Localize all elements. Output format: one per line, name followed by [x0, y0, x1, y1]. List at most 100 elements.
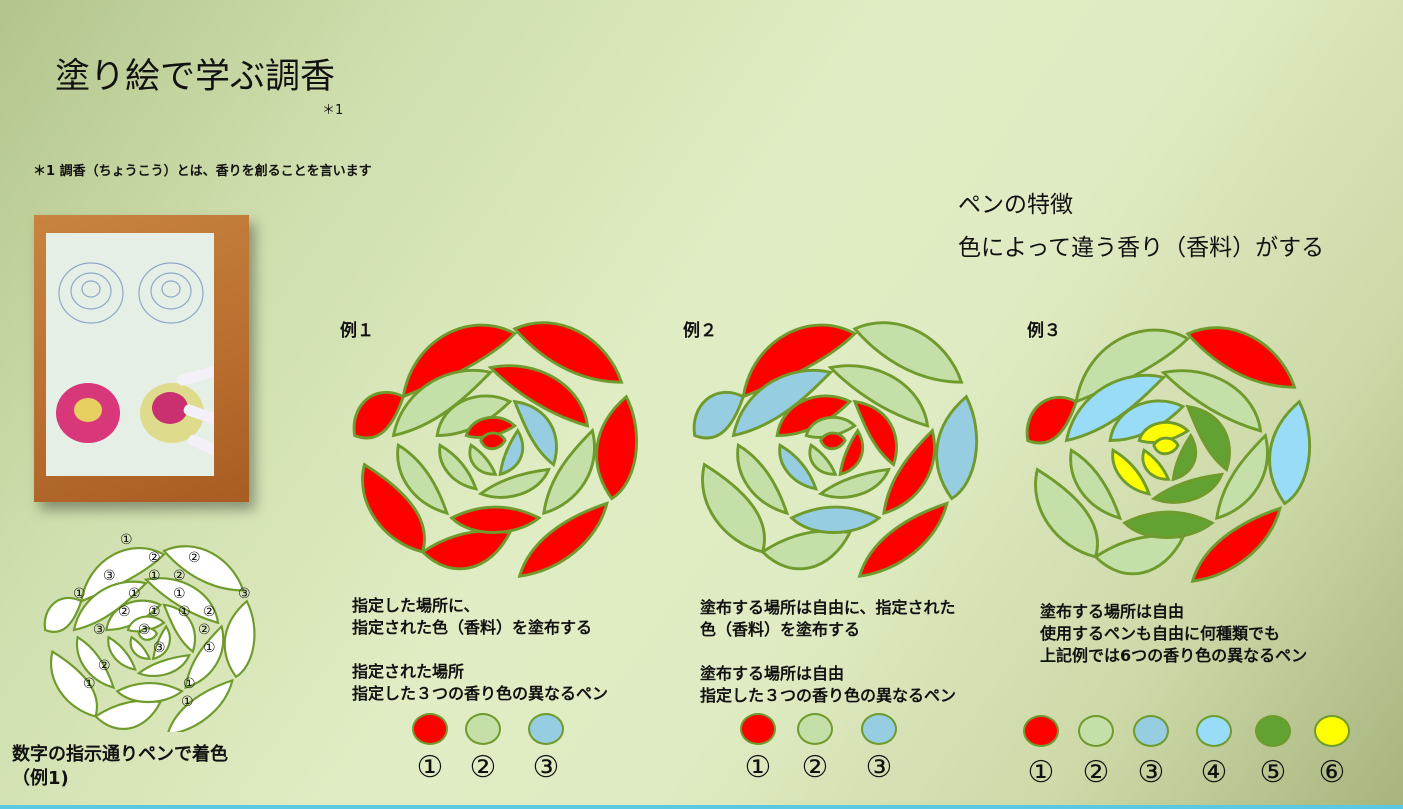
- petal-number-label: ③: [138, 622, 151, 638]
- petal-number-label: ①: [203, 640, 216, 656]
- footnote: ＊1 調香（ちょうこう）とは、香りを創ることを言います: [33, 164, 372, 179]
- features-text: 色によって違う香り（香料）がする: [958, 235, 1325, 261]
- rose-petal: [701, 462, 766, 554]
- rose-petal: [852, 399, 898, 467]
- rose-petal: [391, 368, 494, 438]
- rose-petal: [1069, 447, 1123, 521]
- rose-petal: [43, 596, 83, 633]
- title-footnote-marker: ＊1: [322, 103, 344, 118]
- pen-color-swatch: [412, 713, 448, 745]
- rose-petal: [731, 368, 834, 438]
- example-1-label: 例１: [340, 321, 374, 341]
- rose-petal: [184, 624, 225, 690]
- rose-petal: [1093, 534, 1186, 576]
- pen-color-swatch: [797, 713, 833, 745]
- rose-petal: [1215, 432, 1269, 521]
- rose-petal: [75, 635, 116, 690]
- petal-number-label: ③: [153, 640, 166, 656]
- rose-petal: [1108, 399, 1186, 442]
- rose-petal: [420, 529, 513, 571]
- rose-petal: [352, 390, 405, 440]
- pen-color-swatch: [1255, 715, 1291, 747]
- numbered-rose-caption: 数字の指示通りペンで着色 （例1): [12, 744, 228, 789]
- rose-petal: [1064, 373, 1167, 443]
- petal-number-label: ②: [98, 658, 111, 674]
- petal-number-label: ①: [148, 568, 161, 584]
- petal-number-label: ③: [93, 622, 106, 638]
- rose-petal: [449, 505, 542, 534]
- rose-petal: [542, 427, 596, 516]
- petal-number-label: ③: [238, 586, 251, 602]
- features-heading: ペンの特徴: [958, 192, 1073, 218]
- rose-petal: [498, 427, 525, 477]
- petal-number-label: ②: [188, 550, 201, 566]
- rose-petal: [115, 682, 184, 703]
- pen-number: ④: [1200, 755, 1228, 790]
- petal-number-label: ②: [203, 604, 216, 620]
- pen-number: ②: [1082, 755, 1110, 790]
- rose-petal: [361, 462, 426, 554]
- rose-petal: [935, 394, 978, 501]
- pen-color-swatch: [1133, 715, 1169, 747]
- photo-card-colored: [46, 358, 253, 476]
- rose-petal: [1171, 432, 1198, 482]
- example-1-rose: [352, 321, 638, 578]
- rose-petal: [512, 321, 624, 384]
- rose-petal: [1160, 369, 1263, 433]
- pen-color-swatch: [465, 713, 501, 745]
- rose-petal: [223, 599, 256, 679]
- petal-number-label: ①: [178, 604, 191, 620]
- example-3-rose: [1025, 326, 1311, 583]
- rose-petal: [126, 615, 166, 633]
- rose-petal: [143, 577, 220, 625]
- rose-petal: [1268, 399, 1311, 506]
- rose-petal: [838, 427, 865, 477]
- pen-number: ③: [532, 750, 560, 785]
- rose-petal: [93, 699, 163, 731]
- petal-number-label: ②: [198, 622, 211, 638]
- rose-petal: [775, 394, 853, 437]
- petal-number-label: ①: [73, 586, 86, 602]
- rose-petal: [517, 501, 609, 578]
- rose-petal: [760, 529, 853, 571]
- petal-number-label: ①: [183, 676, 196, 692]
- rose-petal: [438, 442, 479, 491]
- rose-petal: [151, 624, 171, 661]
- rose-petal: [819, 431, 847, 451]
- rose-petal: [595, 394, 638, 501]
- rose-petal: [852, 321, 964, 384]
- rose-petal: [1025, 395, 1078, 445]
- rose-petal: [808, 442, 838, 476]
- rose-petal: [882, 427, 936, 516]
- slide-title: 塗り絵で学ぶ調香: [55, 57, 336, 97]
- rose-petal: [477, 467, 551, 499]
- rose-petal: [1152, 436, 1180, 456]
- petal-number-label: ①: [120, 532, 133, 548]
- petal-number-label: ①: [128, 586, 141, 602]
- rose-petal: [162, 545, 245, 592]
- example-2-label: 例２: [683, 321, 717, 341]
- rose-petal: [1034, 467, 1099, 559]
- rose-petal: [479, 431, 507, 451]
- pen-number: ③: [1137, 755, 1165, 790]
- numbered-rose: ①② ②③ ① ②① ① ① ③② ① ① ②③ ③ ②③ ①②① ①①: [43, 532, 256, 732]
- pen-number: ①: [744, 750, 772, 785]
- example-1-description: 指定した場所に、 指定された色（香料）を塗布する 指定された場所 指定した３つの…: [352, 596, 609, 703]
- example-3-label: 例３: [1027, 321, 1061, 341]
- rose-petal: [50, 649, 98, 718]
- rose-petal: [1150, 472, 1224, 504]
- coloring-photo: [34, 215, 253, 502]
- rose-petal: [137, 627, 159, 641]
- rose-petal: [827, 364, 930, 428]
- rose-petal: [162, 603, 197, 654]
- example-2-rose: [692, 321, 978, 578]
- pen-color-swatch: [1023, 715, 1059, 747]
- rose-petal: [512, 399, 558, 467]
- pen-color-swatch: [528, 713, 564, 745]
- rose-petal: [1141, 447, 1171, 481]
- petal-number-label: ③: [103, 568, 116, 584]
- petal-number-label: ②: [173, 568, 186, 584]
- rose-petal: [435, 394, 513, 437]
- photo-card-sketches: [46, 233, 214, 358]
- pen-color-swatch: [740, 713, 776, 745]
